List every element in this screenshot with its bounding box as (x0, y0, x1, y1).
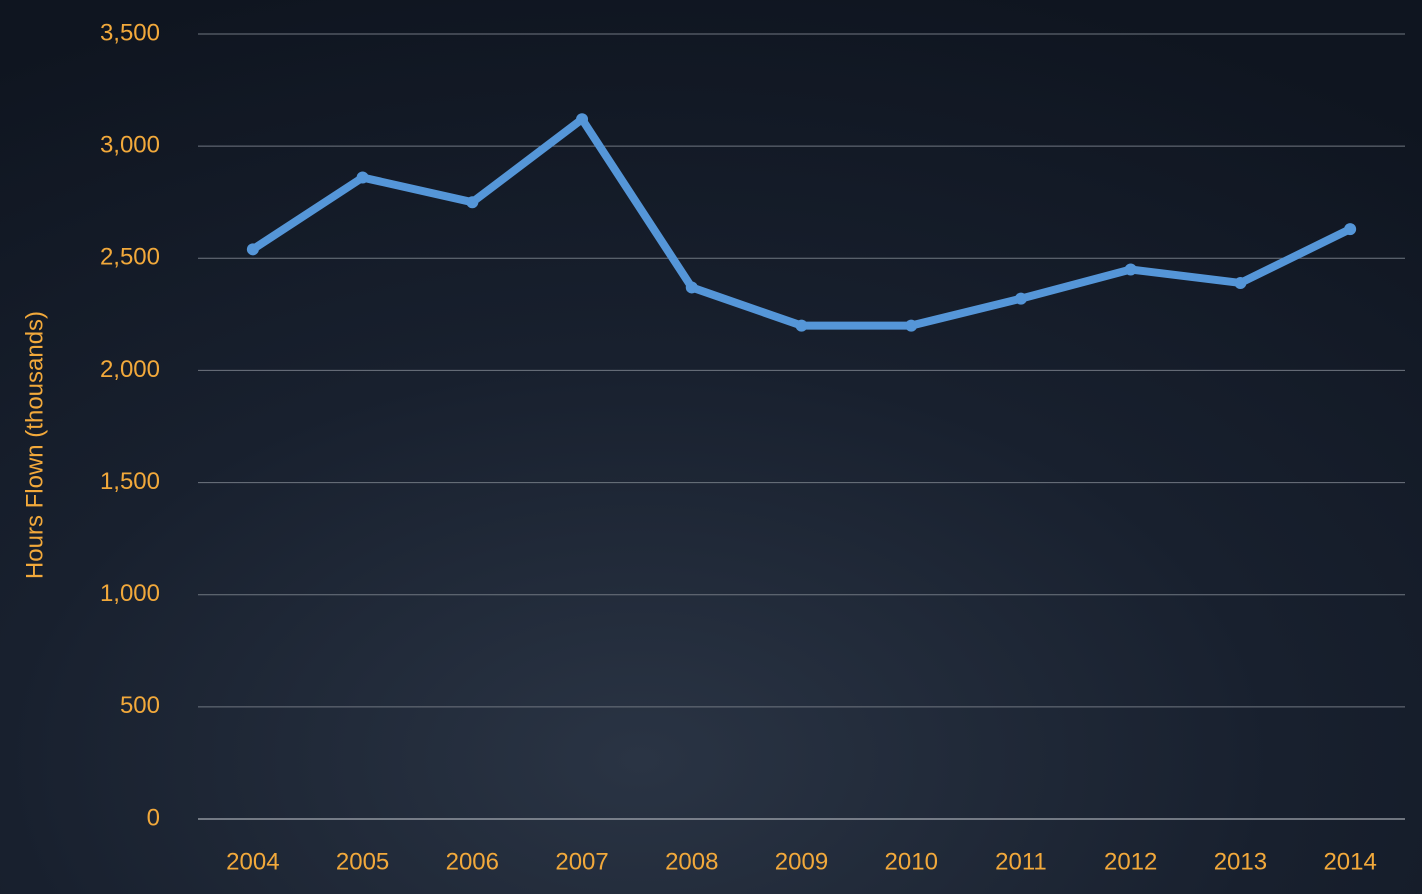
x-tick-label: 2007 (555, 848, 608, 875)
x-tick-label: 2004 (226, 848, 279, 875)
marker (576, 113, 589, 126)
y-tick-label: 0 (147, 804, 160, 831)
marker (905, 319, 918, 332)
x-tick-label: 2011 (995, 848, 1047, 875)
y-tick-label: 3,000 (100, 131, 160, 158)
marker (685, 281, 698, 294)
y-tick-label: 2,000 (100, 356, 160, 383)
marker (1234, 276, 1247, 289)
x-tick-label: 2013 (1214, 848, 1267, 875)
marker (795, 319, 808, 332)
x-tick-label: 2009 (775, 848, 828, 875)
x-tick-label: 2012 (1104, 848, 1157, 875)
y-axis-label: Hours Flown (thousands) (21, 311, 48, 579)
y-tick-label: 500 (120, 692, 160, 719)
marker (246, 243, 259, 256)
x-tick-label: 2014 (1323, 848, 1376, 875)
marker (1124, 263, 1137, 276)
x-tick-label: 2010 (885, 848, 938, 875)
marker (466, 196, 479, 209)
y-tick-label: 3,500 (100, 19, 160, 46)
marker (1014, 292, 1027, 305)
x-tick-label: 2008 (665, 848, 718, 875)
x-tick-label: 2006 (446, 848, 499, 875)
x-tick-label: 2005 (336, 848, 389, 875)
marker (356, 171, 369, 184)
y-tick-label: 2,500 (100, 244, 160, 271)
y-tick-label: 1,500 (100, 468, 160, 495)
marker (1344, 223, 1357, 236)
y-tick-label: 1,000 (100, 580, 160, 607)
